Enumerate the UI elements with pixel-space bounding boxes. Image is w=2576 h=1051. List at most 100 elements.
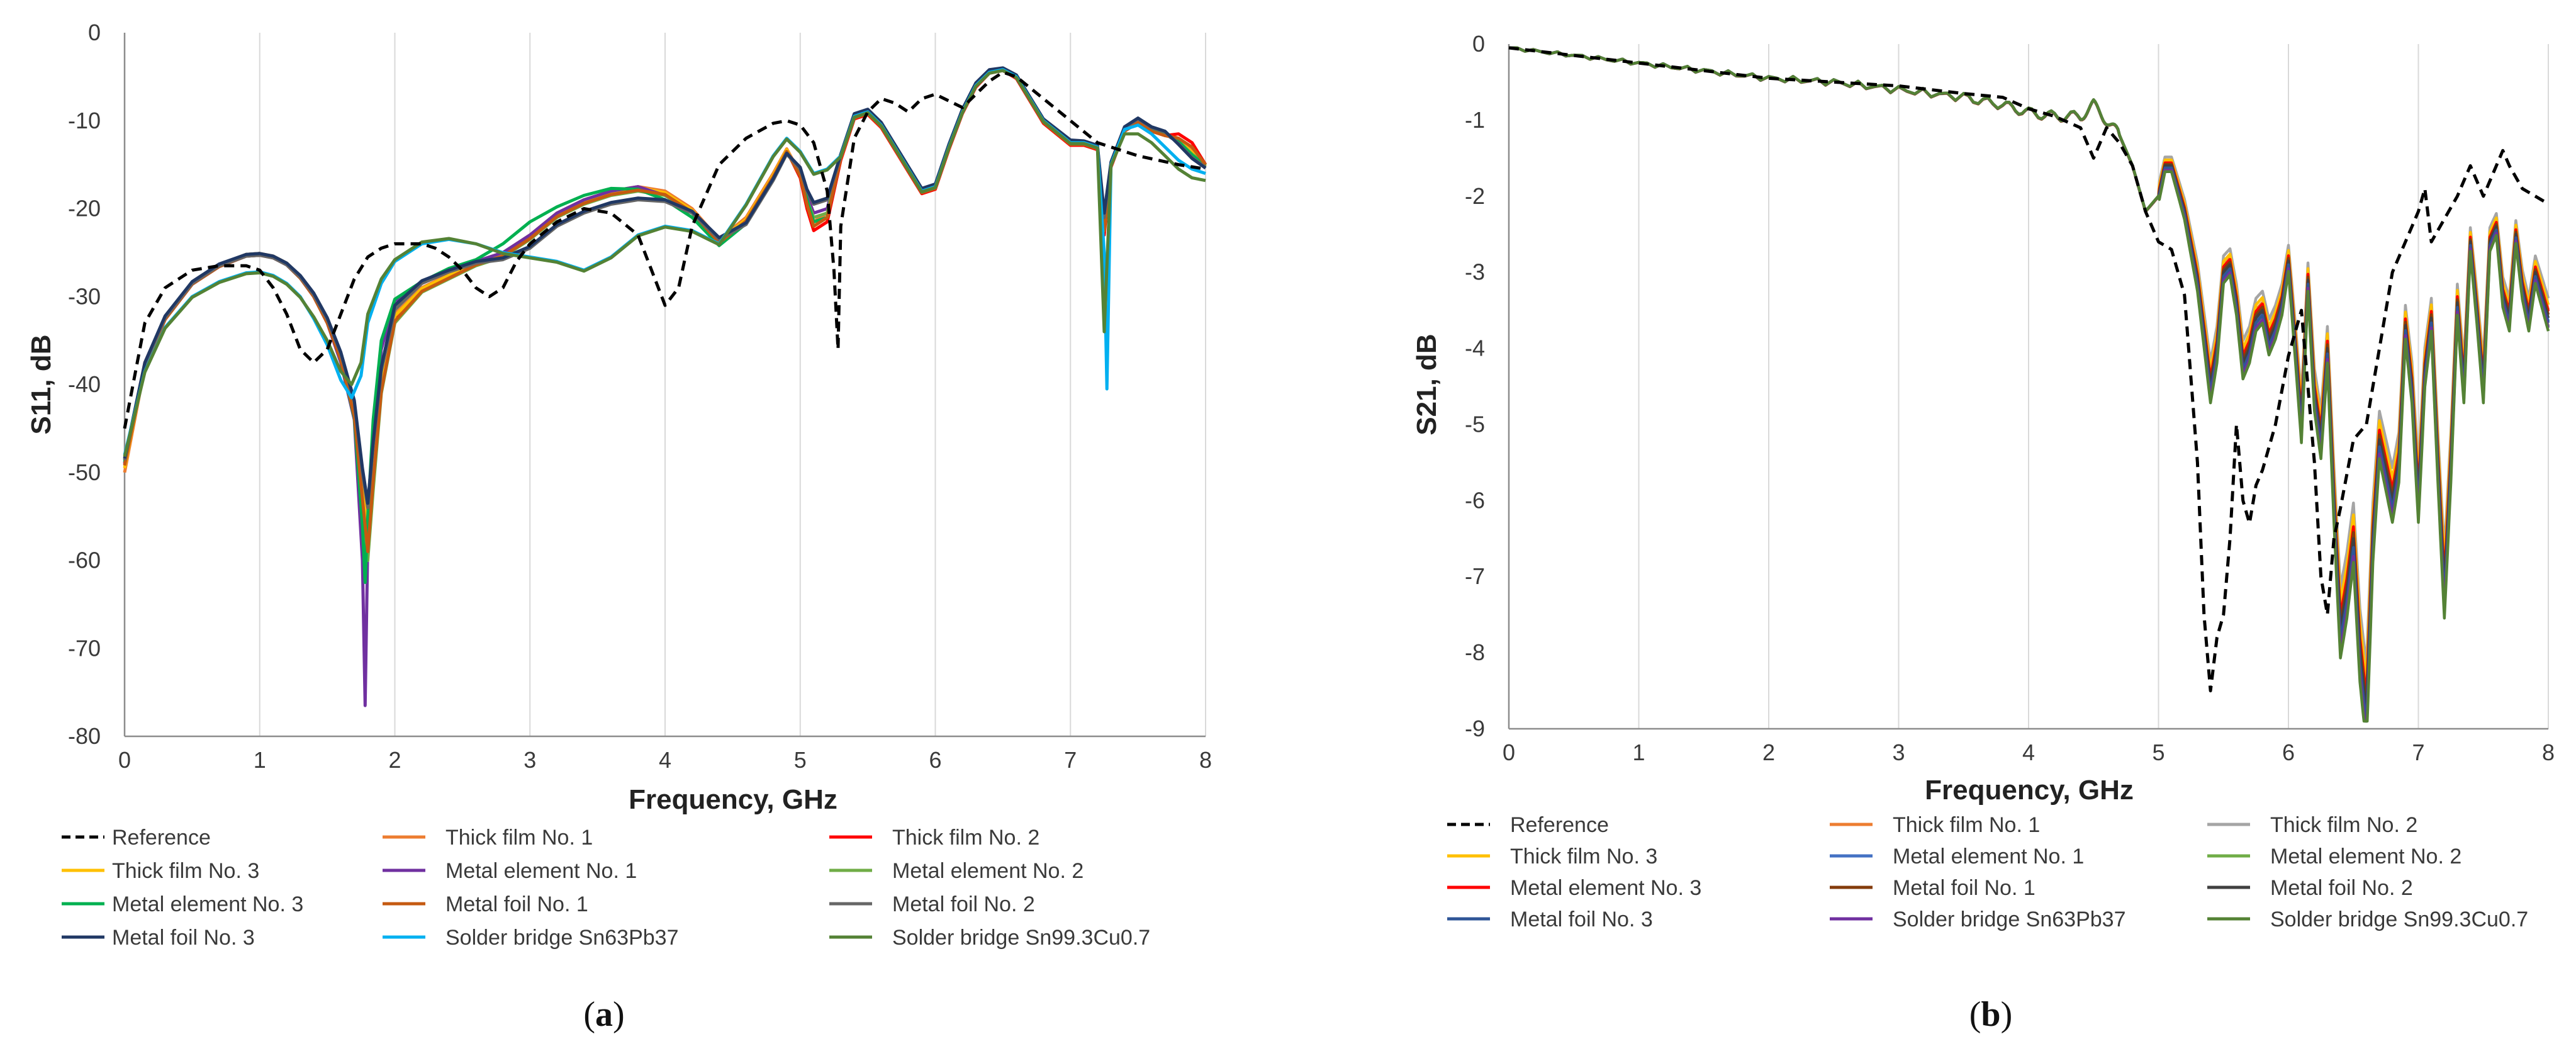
series-line-reference xyxy=(123,70,1206,429)
x-tick-label: 1 xyxy=(1632,739,1645,765)
y-tick-label: -60 xyxy=(68,548,101,573)
x-tick-label: 3 xyxy=(1892,739,1905,765)
legend-label: Metal element No. 1 xyxy=(1893,845,2084,868)
x-tick-label: 2 xyxy=(388,747,401,773)
y-tick-label: -10 xyxy=(68,108,101,133)
series-group-a xyxy=(123,66,1207,707)
legend-item-metal-element-no-2: Metal element No. 2 xyxy=(2207,845,2461,868)
legend-item-metal-foil-no-2: Metal foil No. 2 xyxy=(829,892,1035,916)
chart-panel-a: 0 1 2 3 4 5 6 7 8 0 -10 -20 -30 -40 -50 -60 -70 -80 Frequ… xyxy=(26,20,1212,1034)
x-axis-title-b: Frequency, GHz xyxy=(1925,775,2134,806)
legend-label: Thick film No. 1 xyxy=(1893,813,2040,837)
panel-letter-b: b xyxy=(1981,995,2000,1034)
legend-item-metal-foil-no-2: Metal foil No. 2 xyxy=(2207,876,2413,900)
y-tick-label: -5 xyxy=(1465,411,1485,437)
series-line-solder-bridge-sn99-3cu0-7 xyxy=(123,69,1206,458)
legend-b: Reference Thick film No. 1 Thick film No. … xyxy=(1447,813,2528,931)
y-tick-label: -3 xyxy=(1465,259,1485,285)
legend-label: Solder bridge Sn99.3Cu0.7 xyxy=(2270,908,2528,931)
legend-item-metal-element-no-3: Metal element No. 3 xyxy=(62,892,303,916)
grid-b xyxy=(1638,44,2549,729)
x-tick-label: 2 xyxy=(1762,739,1775,765)
legend-item-reference: Reference xyxy=(62,826,211,850)
y-tick-label: -1 xyxy=(1465,107,1485,133)
y-axis-title-a: S11, dB xyxy=(26,335,57,435)
legend-label: Metal element No. 3 xyxy=(112,892,303,916)
legend-label: Metal foil No. 1 xyxy=(445,892,588,916)
legend-item-thick-film-no-3: Thick film No. 3 xyxy=(62,859,259,883)
legend-item-thick-film-no-2: Thick film No. 2 xyxy=(2207,813,2417,837)
legend-label: Reference xyxy=(112,826,211,850)
legend-label: Metal foil No. 1 xyxy=(1893,876,2036,900)
legend-label: Thick film No. 2 xyxy=(892,826,1039,850)
y-tick-label: -6 xyxy=(1465,487,1485,513)
legend-label: Thick film No. 1 xyxy=(445,826,593,850)
legend-label: Metal foil No. 2 xyxy=(892,892,1035,916)
legend-item-solder-bridge-sn99-3cu0-7: Solder bridge Sn99.3Cu0.7 xyxy=(829,926,1150,950)
legend-item-metal-foil-no-3: Metal foil No. 3 xyxy=(1447,908,1653,931)
x-tick-label: 0 xyxy=(1503,739,1515,765)
legend-item-metal-element-no-3: Metal element No. 3 xyxy=(1447,876,1701,900)
series-line-solder-bridge-sn99-3cu0-7 xyxy=(1508,46,2550,723)
x-tick-label: 5 xyxy=(794,747,807,773)
y-tick-label: -9 xyxy=(1465,716,1485,741)
y-tick-label: -4 xyxy=(1465,335,1485,361)
x-tick-label: 6 xyxy=(929,747,941,773)
x-tick-label: 7 xyxy=(1064,747,1077,773)
axes-b xyxy=(1508,44,2548,730)
chart-panel-b: 0 1 2 3 4 5 6 7 8 0 -1 -2 -3 -4 -5 -6 -7 -8 -9 Frequency, … xyxy=(1411,31,2555,1034)
legend-item-metal-element-no-1: Metal element No. 1 xyxy=(383,859,637,883)
panel-letter-a: a xyxy=(595,995,613,1034)
tick-labels-b: 0 1 2 3 4 5 6 7 8 0 -1 -2 -3 -4 -5 -6 -7 -8 -9 xyxy=(1465,31,2555,765)
legend-label: Metal foil No. 3 xyxy=(1510,908,1653,931)
y-tick-label: 0 xyxy=(1472,31,1485,57)
series-group-b xyxy=(1508,46,2550,723)
y-tick-label: -70 xyxy=(68,635,101,661)
x-tick-label: 3 xyxy=(524,747,536,773)
y-tick-label: -20 xyxy=(68,196,101,222)
y-tick-label: -80 xyxy=(68,723,101,749)
x-tick-label: 7 xyxy=(2412,739,2424,765)
y-axis-title-b: S21, dB xyxy=(1411,334,1442,435)
x-tick-label: 0 xyxy=(118,747,131,773)
x-tick-label: 8 xyxy=(2542,739,2555,765)
legend-item-thick-film-no-1: Thick film No. 1 xyxy=(1830,813,2040,837)
legend-item-thick-film-no-1: Thick film No. 1 xyxy=(383,826,593,850)
legend-item-thick-film-no-2: Thick film No. 2 xyxy=(829,826,1039,850)
legend-item-metal-element-no-2: Metal element No. 2 xyxy=(829,859,1084,883)
legend-item-metal-foil-no-1: Metal foil No. 1 xyxy=(383,892,588,916)
legend-label: Metal element No. 2 xyxy=(892,859,1084,883)
y-tick-label: -7 xyxy=(1465,563,1485,589)
legend-a: Reference Thick film No. 1 Thick film No. … xyxy=(62,826,1150,950)
x-axis-title-a: Frequency, GHz xyxy=(629,784,837,815)
legend-item-metal-foil-no-1: Metal foil No. 1 xyxy=(1830,876,2036,900)
panel-label-a: (a) xyxy=(583,995,624,1034)
legend-label: Thick film No. 3 xyxy=(1510,845,1657,868)
legend-item-solder-bridge-sn63pb37: Solder bridge Sn63Pb37 xyxy=(383,926,679,950)
x-tick-label: 8 xyxy=(1199,747,1212,773)
legend-label: Reference xyxy=(1510,813,1609,837)
tick-labels-a: 0 1 2 3 4 5 6 7 8 0 -10 -20 -30 -40 -50 -60 -70 -80 xyxy=(68,20,1212,773)
legend-item-solder-bridge-sn63pb37: Solder bridge Sn63Pb37 xyxy=(1830,908,2126,931)
legend-label: Metal foil No. 2 xyxy=(2270,876,2413,900)
y-tick-label: -40 xyxy=(68,371,101,397)
x-tick-label: 5 xyxy=(2152,739,2164,765)
x-tick-label: 4 xyxy=(659,747,671,773)
series-line-metal-foil-no-3 xyxy=(123,66,1207,505)
y-tick-label: -30 xyxy=(68,283,101,309)
legend-label: Solder bridge Sn63Pb37 xyxy=(445,926,679,950)
x-tick-label: 4 xyxy=(2022,739,2035,765)
legend-item-reference: Reference xyxy=(1447,813,1609,837)
legend-label: Metal element No. 3 xyxy=(1510,876,1701,900)
x-tick-label: 1 xyxy=(254,747,266,773)
axes-a xyxy=(123,33,1206,738)
y-tick-label: -8 xyxy=(1465,639,1485,665)
legend-label: Solder bridge Sn99.3Cu0.7 xyxy=(892,926,1150,950)
legend-label: Solder bridge Sn63Pb37 xyxy=(1893,908,2126,931)
x-tick-label: 6 xyxy=(2282,739,2295,765)
legend-item-metal-element-no-1: Metal element No. 1 xyxy=(1830,845,2084,868)
legend-label: Metal element No. 1 xyxy=(445,859,637,883)
legend-item-solder-bridge-sn99-3cu0-7: Solder bridge Sn99.3Cu0.7 xyxy=(2207,908,2528,931)
panel-label-b: (b) xyxy=(1969,995,2012,1034)
